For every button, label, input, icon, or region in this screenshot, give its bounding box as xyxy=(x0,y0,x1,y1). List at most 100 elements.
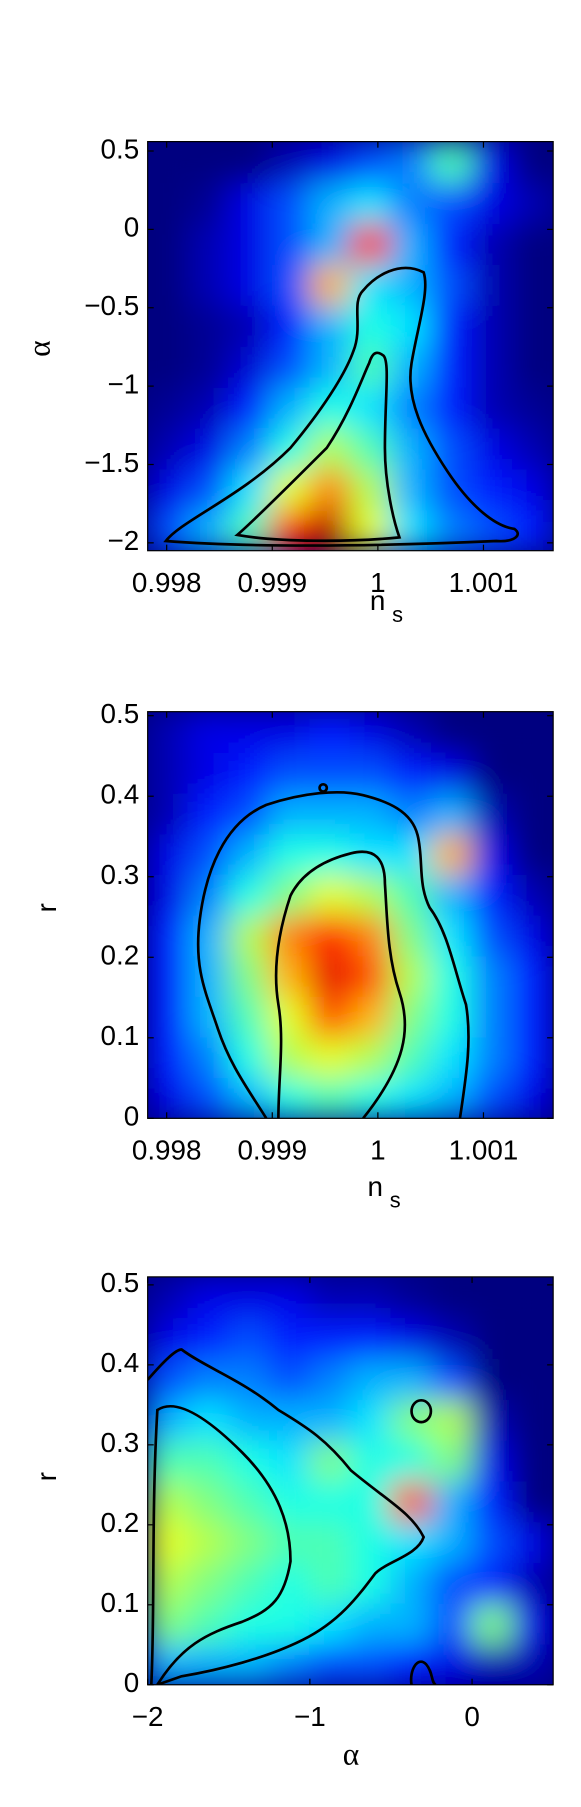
heat-cell xyxy=(512,509,554,551)
heat-cell xyxy=(390,1480,433,1523)
heat-cell xyxy=(349,222,392,265)
heat-cell xyxy=(471,345,514,388)
heat-cell xyxy=(471,304,514,347)
heat-cell xyxy=(228,1276,270,1319)
heat-cell xyxy=(268,751,311,794)
heat-cell xyxy=(309,222,352,265)
heat-cell xyxy=(430,833,473,875)
heat-cell xyxy=(147,1077,189,1119)
heat-cell xyxy=(349,711,392,753)
heat-cell xyxy=(390,914,433,957)
heat-cell xyxy=(471,1521,514,1564)
heat-cell xyxy=(228,222,270,265)
heat-cell xyxy=(349,914,392,957)
heat-cell xyxy=(268,1276,311,1319)
heat-cell xyxy=(309,1036,352,1079)
heat-cell xyxy=(187,1521,230,1564)
heat-cell xyxy=(390,1357,433,1400)
heat-cell xyxy=(187,1276,230,1319)
heat-cell xyxy=(147,304,189,347)
heat-cell xyxy=(512,751,554,794)
heat-cell xyxy=(147,711,189,753)
heat-cell xyxy=(309,792,352,835)
x-tick-label: −2 xyxy=(132,1701,164,1732)
heat-cell xyxy=(309,751,352,794)
heat-cell xyxy=(309,304,352,347)
y-tick-label: 0.5 xyxy=(101,1267,140,1298)
heat-cell xyxy=(471,1643,514,1685)
heat-cell xyxy=(187,792,230,835)
heat-cell xyxy=(430,751,473,794)
heat-cell xyxy=(228,1317,270,1360)
heat-cell xyxy=(430,1439,473,1482)
x-tick-label: 1.001 xyxy=(449,1135,519,1166)
heat-cell xyxy=(430,1276,473,1319)
heat-cell xyxy=(349,141,392,184)
contour-inner xyxy=(234,351,402,543)
heat-cell xyxy=(228,995,270,1038)
heat-cell xyxy=(187,222,230,265)
heat-cell xyxy=(471,1602,514,1645)
heat-cell xyxy=(390,1036,433,1079)
heat-cell xyxy=(512,1561,554,1604)
heat-cell xyxy=(268,386,311,429)
heat-cell xyxy=(512,1480,554,1523)
heat-cell xyxy=(512,833,554,875)
contour-island xyxy=(410,1399,433,1424)
heat-cell xyxy=(268,1480,311,1523)
heat-cell xyxy=(471,873,514,916)
heat-cell xyxy=(471,833,514,875)
heat-cell xyxy=(268,1317,311,1360)
heat-cell xyxy=(268,1602,311,1645)
y-tick-label: 0 xyxy=(124,212,139,243)
heat-cell xyxy=(268,711,311,753)
heat-cell xyxy=(309,1480,352,1523)
heat-cell xyxy=(147,141,189,184)
heat-cell xyxy=(187,468,230,511)
heat-cell xyxy=(390,1521,433,1564)
heat-cell xyxy=(471,509,514,551)
contour-outer xyxy=(147,1348,426,1685)
heatmap xyxy=(147,141,554,551)
heat-cell xyxy=(390,955,433,997)
heat-cell xyxy=(228,833,270,875)
heat-cell xyxy=(187,345,230,388)
heat-cell xyxy=(471,1357,514,1400)
heat-cell xyxy=(471,1439,514,1482)
heat-cell xyxy=(471,1398,514,1441)
y-tick-label: −1.5 xyxy=(84,447,139,478)
heat-cell xyxy=(268,141,311,184)
heat-cell xyxy=(147,345,189,388)
heat-cell xyxy=(187,181,230,225)
heat-cell xyxy=(187,1561,230,1604)
heat-cell xyxy=(309,914,352,957)
heat-cell xyxy=(228,181,270,225)
heat-cell xyxy=(309,263,352,306)
heat-cell xyxy=(228,468,270,511)
heat-cell xyxy=(268,833,311,875)
heat-cell xyxy=(147,1398,189,1441)
heat-cell xyxy=(349,1357,392,1400)
x-tick-label: 1.001 xyxy=(449,567,519,598)
heat-cell xyxy=(430,141,473,184)
heat-cell xyxy=(390,1561,433,1604)
heatmap-cells xyxy=(147,1276,554,1685)
heat-cell xyxy=(228,1036,270,1079)
heatmap xyxy=(147,1276,554,1685)
heat-cell xyxy=(349,181,392,225)
heat-cell xyxy=(471,1480,514,1523)
heat-cell xyxy=(187,1317,230,1360)
heat-cell xyxy=(228,1398,270,1441)
heat-cell xyxy=(512,1602,554,1645)
axes-box xyxy=(147,1276,554,1686)
heat-cell xyxy=(268,222,311,265)
heat-cell xyxy=(268,468,311,511)
heat-cell xyxy=(390,1317,433,1360)
heat-cell xyxy=(309,386,352,429)
axes-box xyxy=(147,141,554,552)
heat-cell xyxy=(471,914,514,957)
heat-cell xyxy=(512,1317,554,1360)
heatmap-cells xyxy=(147,711,554,1119)
heatmaps xyxy=(147,141,554,1685)
